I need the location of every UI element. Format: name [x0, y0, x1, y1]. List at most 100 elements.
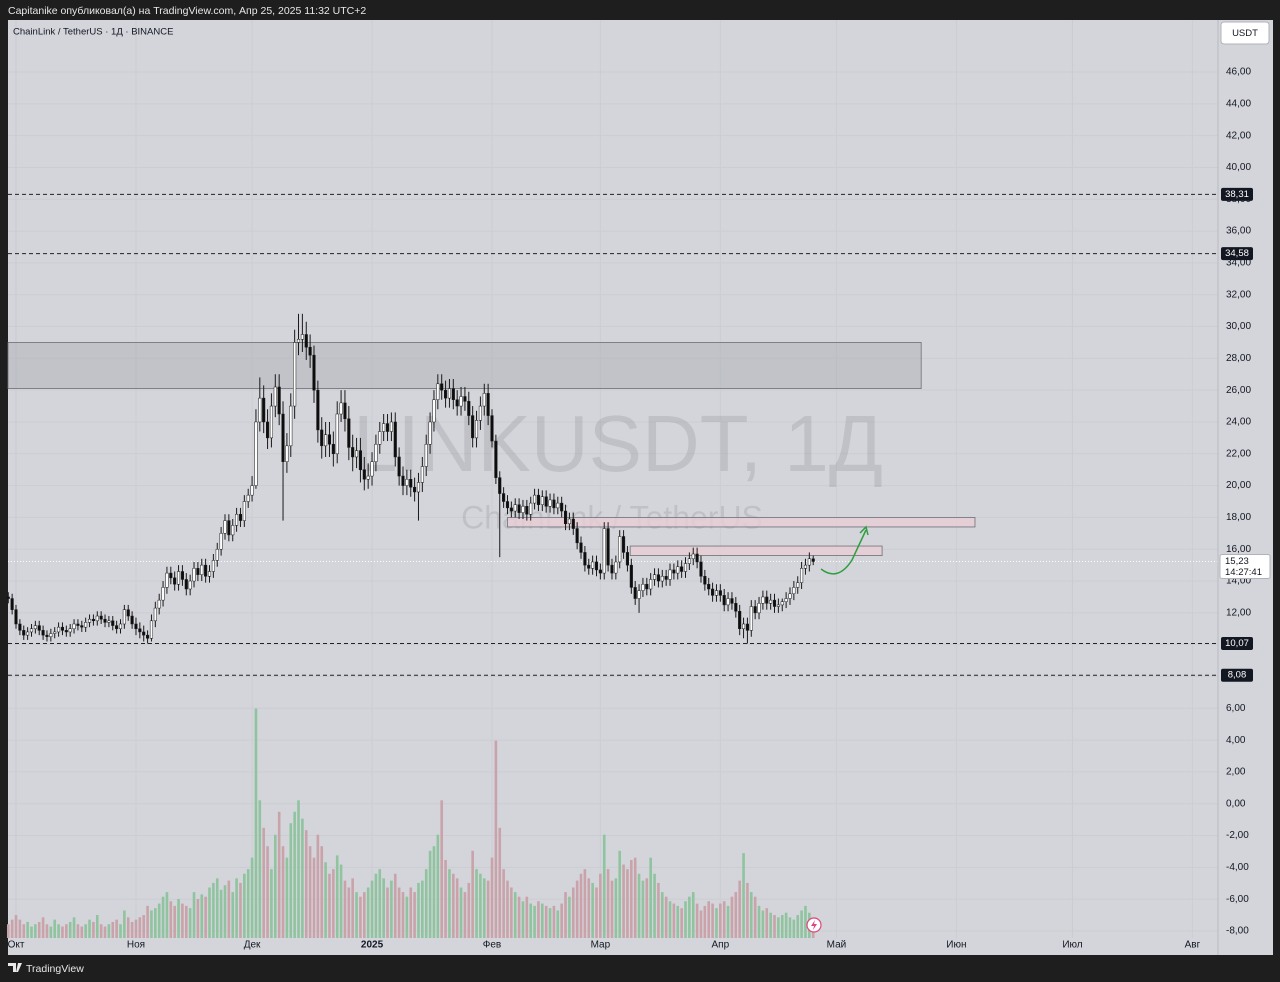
- zones: [7, 342, 976, 556]
- volume-bar: [316, 834, 320, 938]
- candle-body: [184, 579, 188, 590]
- candle-body: [18, 623, 22, 631]
- level-label: 38,31: [1225, 189, 1249, 200]
- candle-body: [803, 564, 808, 569]
- volume-bar: [34, 924, 37, 938]
- volume-bar: [587, 878, 591, 938]
- volume-bar: [560, 903, 563, 938]
- volume-bar: [37, 921, 41, 938]
- candle-body: [238, 513, 243, 521]
- y-tick-label: 6,00: [1226, 703, 1246, 714]
- volume-bar: [459, 887, 463, 938]
- volume-bar: [668, 901, 672, 938]
- volume-bar: [742, 853, 745, 938]
- volume-bar: [45, 924, 49, 938]
- candle-body: [351, 447, 355, 458]
- volume-bar: [738, 880, 741, 938]
- candle-body: [641, 583, 645, 591]
- candle-body: [579, 542, 583, 553]
- volume-bar: [138, 917, 142, 938]
- currency-box[interactable]: [1220, 21, 1270, 45]
- volume-bar: [630, 859, 633, 938]
- candle-body: [749, 606, 753, 631]
- volume-bar: [250, 857, 254, 938]
- volume-bar: [227, 880, 231, 938]
- volume-bar: [521, 901, 525, 938]
- candle-body: [87, 618, 92, 623]
- candle-body: [231, 525, 235, 536]
- candle-body: [285, 445, 289, 462]
- candle-body: [540, 496, 544, 505]
- volume-bar: [773, 915, 776, 938]
- level-label-box: [1221, 668, 1253, 682]
- candle-body: [486, 393, 490, 416]
- replay-icon[interactable]: [806, 917, 822, 933]
- volume-bar: [22, 924, 26, 938]
- candle-body: [413, 486, 417, 493]
- candle-body: [95, 615, 99, 622]
- candle-body: [575, 528, 579, 544]
- volume-bar: [494, 740, 498, 938]
- candle-body: [281, 413, 285, 462]
- volume-bar: [486, 880, 490, 938]
- volume-bar: [289, 823, 293, 938]
- volume-bar: [417, 882, 420, 938]
- volume-bar: [575, 880, 579, 938]
- volume-bar: [726, 905, 730, 938]
- volume-bar: [765, 908, 769, 938]
- volume-bar: [161, 896, 165, 938]
- candle-body: [683, 563, 688, 572]
- volume-bar: [691, 892, 695, 938]
- candle-body: [505, 501, 510, 509]
- candle-body: [637, 590, 641, 599]
- candle-body: [563, 510, 568, 525]
- candle-body: [761, 596, 765, 604]
- zone: [7, 342, 922, 389]
- volume-bar: [413, 892, 416, 938]
- last-price-label: 15,23: [1225, 556, 1249, 567]
- volume-bar: [68, 921, 72, 938]
- candles: [6, 313, 815, 644]
- volume-bar: [165, 892, 169, 938]
- volume-bar: [184, 905, 188, 938]
- currency[interactable]: USDT: [1232, 28, 1258, 39]
- y-tick-label: 42,00: [1226, 130, 1251, 141]
- volume-bar: [660, 892, 664, 938]
- volume-bar: [680, 908, 683, 938]
- candle-body: [60, 626, 64, 631]
- volume-bar: [208, 887, 211, 938]
- candle-body: [614, 561, 618, 574]
- volume-bar: [548, 908, 552, 938]
- volume-bar: [645, 878, 649, 938]
- candle-body: [41, 630, 45, 636]
- candle-body: [22, 630, 26, 636]
- candle-body: [84, 622, 88, 628]
- candle-body: [428, 421, 432, 445]
- candle-body: [289, 405, 293, 447]
- candle-body: [482, 393, 486, 407]
- icon-bolt[interactable]: [811, 920, 817, 930]
- volume-bar: [432, 846, 436, 938]
- candle-body: [14, 609, 18, 625]
- candle-body: [196, 568, 200, 575]
- candle-body: [598, 569, 602, 574]
- candle-body: [633, 587, 637, 599]
- volume-bar: [173, 905, 176, 938]
- volume-bar: [150, 910, 153, 938]
- level-label: 34,58: [1225, 248, 1249, 259]
- volume-bar: [355, 892, 358, 938]
- candle-body: [266, 421, 270, 439]
- candle-body: [424, 443, 428, 467]
- volume-bar: [719, 903, 722, 938]
- volume-bar: [440, 800, 443, 938]
- candle-body: [757, 603, 761, 614]
- candle-body: [691, 553, 695, 560]
- volume-bar: [239, 882, 242, 938]
- volume-bar: [14, 915, 18, 938]
- volume-bar: [444, 859, 447, 938]
- candle-body: [548, 499, 552, 507]
- volume-bar: [215, 878, 219, 938]
- candle-body: [780, 601, 784, 606]
- candle-body: [622, 536, 626, 553]
- candle-body: [544, 496, 548, 507]
